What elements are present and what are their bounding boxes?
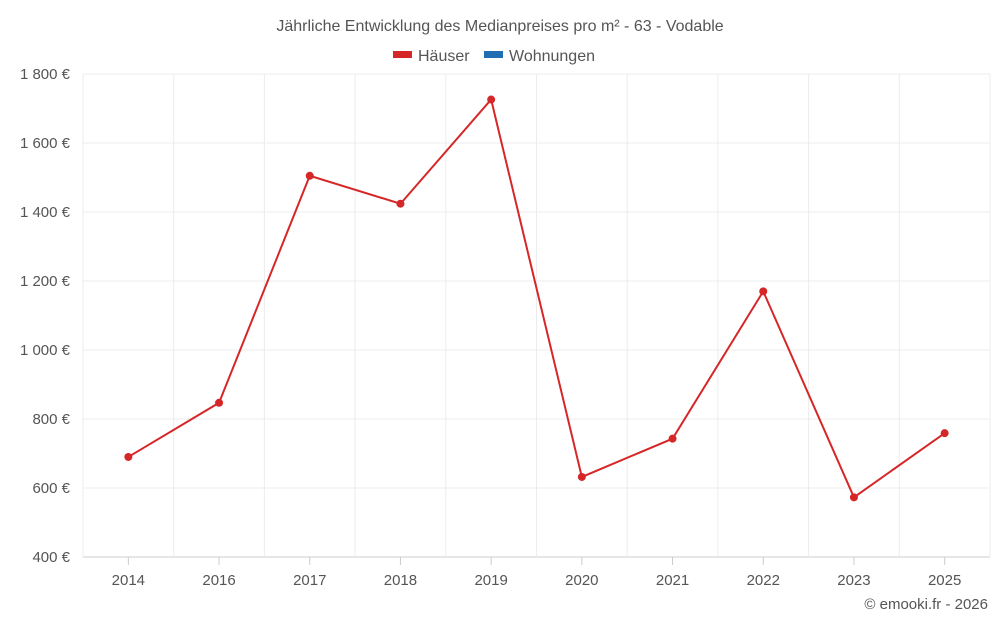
grid: [82, 73, 991, 558]
y-tick-label: 1 600 €: [20, 135, 71, 152]
x-tick-label: 2020: [565, 572, 598, 589]
x-tick-label: 2021: [656, 572, 689, 589]
x-tick-label: 2018: [384, 572, 417, 589]
legend-item-wohnungen[interactable]: Wohnungen: [484, 48, 595, 65]
credit-text: © emooki.fr - 2026: [864, 596, 988, 613]
x-tick-label: 2014: [112, 572, 145, 589]
x-tick-label: 2022: [747, 572, 780, 589]
data-point[interactable]: [124, 452, 133, 461]
data-point[interactable]: [487, 95, 496, 104]
data-point[interactable]: [396, 199, 405, 208]
data-point[interactable]: [940, 429, 949, 438]
data-point[interactable]: [759, 287, 768, 296]
legend: Häuser Wohnungen: [393, 48, 595, 65]
legend-label-haeuser: Häuser: [418, 48, 470, 65]
x-tick-label: 2017: [293, 572, 326, 589]
x-tick-label: 2019: [474, 572, 507, 589]
y-tick-label: 1 400 €: [20, 204, 71, 221]
legend-label-wohnungen: Wohnungen: [509, 48, 595, 65]
y-tick-label: 800 €: [32, 411, 70, 428]
data-point[interactable]: [215, 398, 224, 407]
x-tick-label: 2025: [928, 572, 961, 589]
y-tick-label: 1 000 €: [20, 342, 71, 359]
data-point[interactable]: [668, 434, 677, 443]
data-point[interactable]: [849, 493, 858, 502]
data-point[interactable]: [305, 171, 314, 180]
x-tick-label: 2016: [202, 572, 235, 589]
chart-title: Jährliche Entwicklung des Medianpreises …: [276, 18, 723, 35]
x-tick-label: 2023: [837, 572, 870, 589]
y-tick-label: 1 200 €: [20, 273, 71, 290]
legend-swatch-haeuser: [393, 51, 412, 58]
y-tick-label: 600 €: [32, 480, 70, 497]
legend-item-haeuser[interactable]: Häuser: [393, 48, 470, 65]
legend-swatch-wohnungen: [484, 51, 503, 58]
series-line: [127, 97, 946, 499]
series-haeuser: [124, 95, 949, 502]
axes: 400 € 600 € 800 € 1 000 € 1 200 € 1 400 € 1 60…: [20, 66, 961, 589]
y-tick-label: 1 800 €: [20, 66, 71, 83]
data-point[interactable]: [577, 472, 586, 481]
y-tick-label: 400 €: [32, 549, 70, 566]
